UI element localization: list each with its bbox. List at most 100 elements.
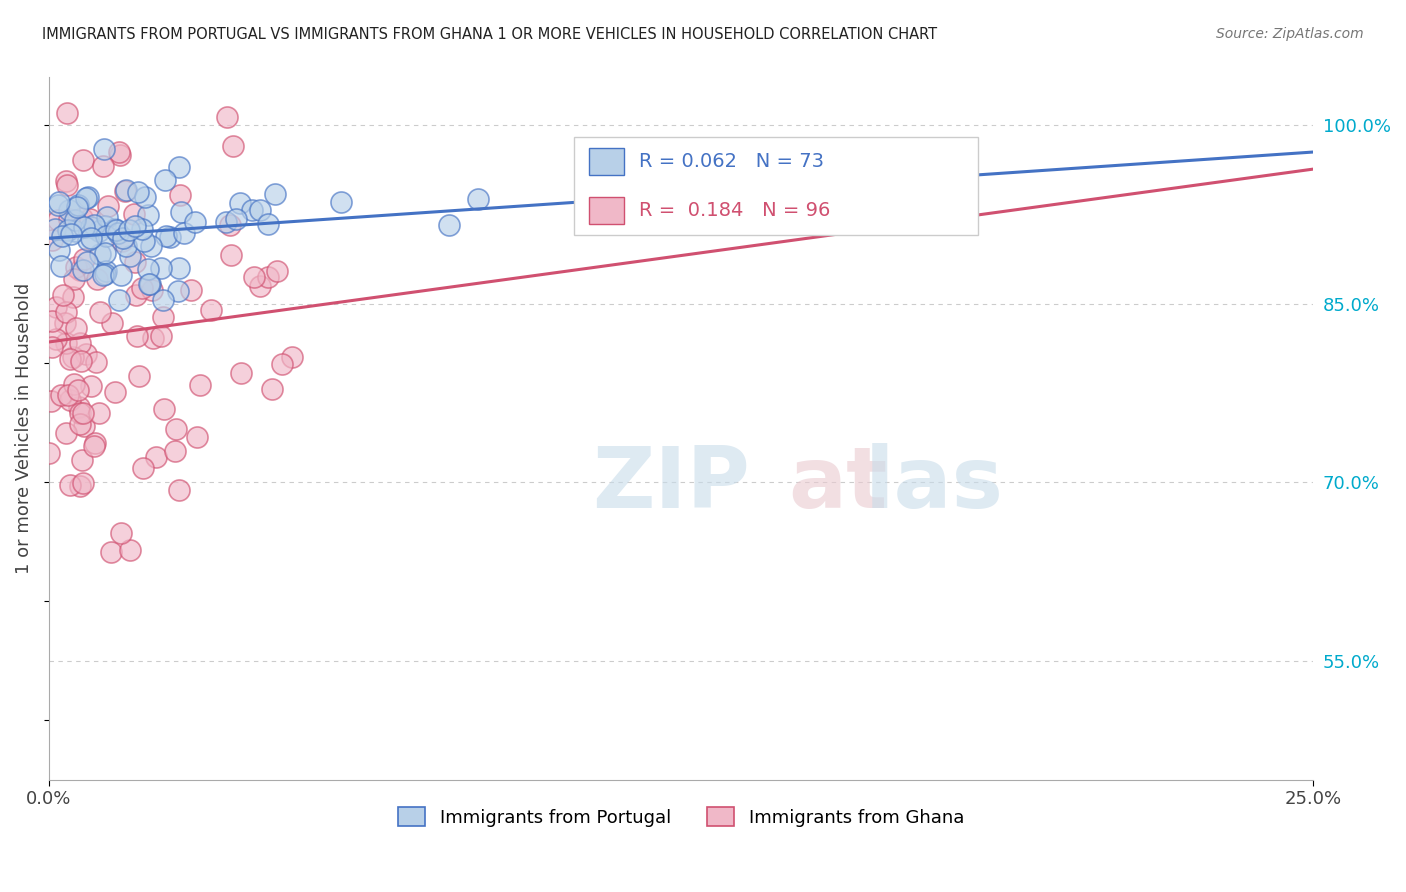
Point <box>93 219 115 234</box>
Point <box>63 272 86 286</box>
Point <box>72 263 94 277</box>
Point <box>44 222 66 236</box>
Point <box>219 219 242 233</box>
Point <box>152 310 174 324</box>
Point <box>243 269 266 284</box>
Point <box>163 443 186 458</box>
Point <box>120 543 142 558</box>
Point <box>150 328 173 343</box>
Point <box>79 212 101 227</box>
Point <box>169 483 191 498</box>
Point <box>75 347 97 361</box>
Point <box>59 392 82 407</box>
Text: R =  0.184   N = 96: R = 0.184 N = 96 <box>640 202 831 220</box>
Point <box>55 305 77 319</box>
Point <box>128 369 150 384</box>
Point <box>127 186 149 200</box>
Point <box>58 223 80 237</box>
Point <box>89 406 111 420</box>
Point <box>145 450 167 464</box>
Point <box>257 217 280 231</box>
Point <box>229 196 252 211</box>
Point <box>96 210 118 224</box>
Point <box>86 272 108 286</box>
Point <box>122 207 145 221</box>
Point <box>132 460 155 475</box>
Point <box>101 316 124 330</box>
Point <box>73 252 96 267</box>
Point <box>72 406 94 420</box>
FancyBboxPatch shape <box>574 137 979 235</box>
Point <box>67 198 90 212</box>
Point <box>108 293 131 307</box>
Point <box>136 208 159 222</box>
Point <box>80 219 103 234</box>
Point <box>79 379 101 393</box>
Point <box>134 190 156 204</box>
Point <box>58 203 80 218</box>
Point <box>91 268 114 282</box>
Point <box>225 211 247 226</box>
Point <box>83 439 105 453</box>
Point <box>222 139 245 153</box>
Point <box>56 178 79 192</box>
Point <box>169 160 191 174</box>
Point <box>73 220 96 235</box>
Point <box>63 212 86 227</box>
Point <box>41 340 63 354</box>
Point <box>48 195 70 210</box>
Point <box>89 246 111 260</box>
Point <box>215 215 238 229</box>
Point <box>41 233 63 247</box>
Point <box>108 148 131 162</box>
Point <box>221 248 243 262</box>
Point <box>89 305 111 319</box>
Point <box>69 336 91 351</box>
Point <box>94 267 117 281</box>
Point <box>153 172 176 186</box>
Point <box>94 245 117 260</box>
Point <box>104 221 127 235</box>
Point <box>131 221 153 235</box>
Point <box>437 218 460 232</box>
Point <box>249 278 271 293</box>
Point <box>118 249 141 263</box>
Point <box>76 254 98 268</box>
Point <box>70 211 93 225</box>
Point <box>117 223 139 237</box>
Point <box>69 263 91 277</box>
Point <box>76 190 98 204</box>
Point <box>75 191 97 205</box>
Point <box>111 234 134 248</box>
Text: ZIP: ZIP <box>592 443 751 526</box>
Point <box>467 192 489 206</box>
Point <box>107 226 129 240</box>
Point <box>55 335 77 350</box>
Point <box>55 174 77 188</box>
Point <box>134 235 156 249</box>
Point <box>152 293 174 308</box>
Point <box>48 243 70 257</box>
Point <box>155 229 177 244</box>
Point <box>65 321 87 335</box>
Point <box>89 224 111 238</box>
Point <box>127 329 149 343</box>
Point <box>124 219 146 234</box>
Point <box>73 419 96 434</box>
Point <box>100 545 122 559</box>
Point <box>96 264 118 278</box>
Point <box>124 254 146 268</box>
Point <box>104 222 127 236</box>
Point <box>62 290 84 304</box>
Point <box>63 224 86 238</box>
Point <box>56 106 79 120</box>
Point <box>249 203 271 218</box>
Point <box>139 238 162 252</box>
Point <box>70 353 93 368</box>
Point <box>51 260 73 274</box>
Point <box>86 354 108 368</box>
Point <box>58 211 80 226</box>
Point <box>260 383 283 397</box>
Point <box>149 260 172 275</box>
Text: R = 0.062   N = 73: R = 0.062 N = 73 <box>640 153 824 171</box>
